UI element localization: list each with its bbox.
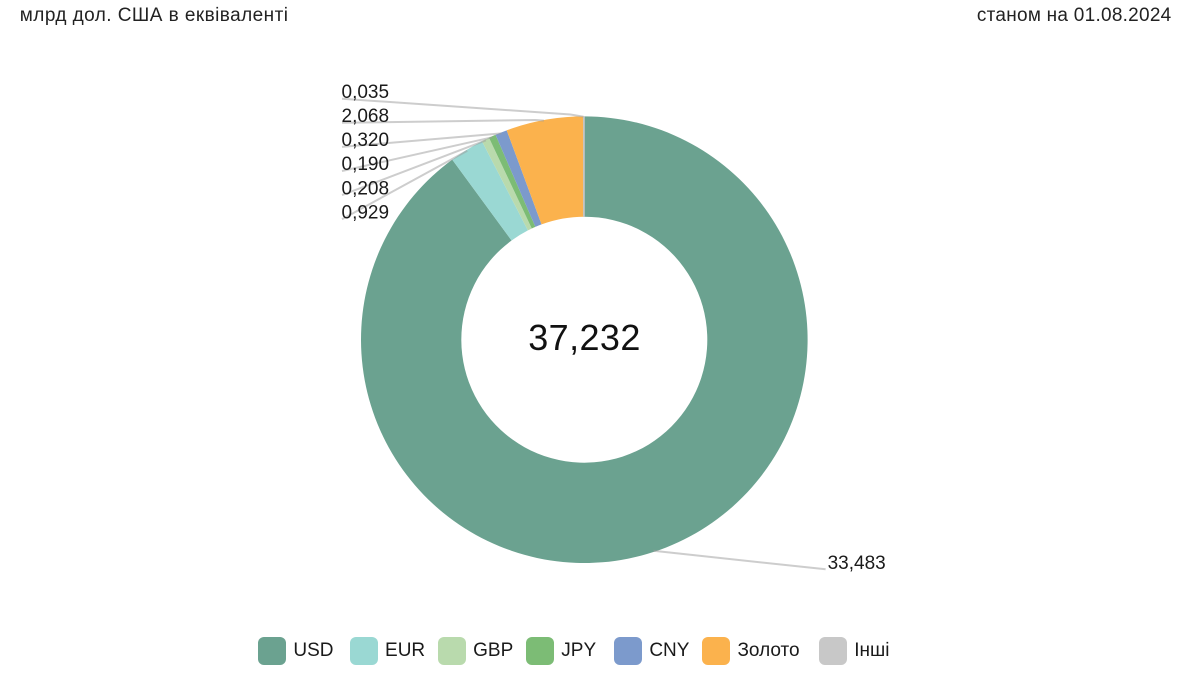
svg-text:0,320: 0,320 [342, 130, 390, 151]
svg-text:0,208: 0,208 [342, 178, 390, 199]
svg-text:37,232: 37,232 [528, 317, 641, 358]
svg-text:0,929: 0,929 [342, 202, 390, 223]
svg-text:33,483: 33,483 [828, 553, 886, 574]
svg-text:0,190: 0,190 [342, 154, 390, 175]
svg-text:0,035: 0,035 [342, 82, 390, 103]
svg-text:2,068: 2,068 [342, 106, 390, 127]
